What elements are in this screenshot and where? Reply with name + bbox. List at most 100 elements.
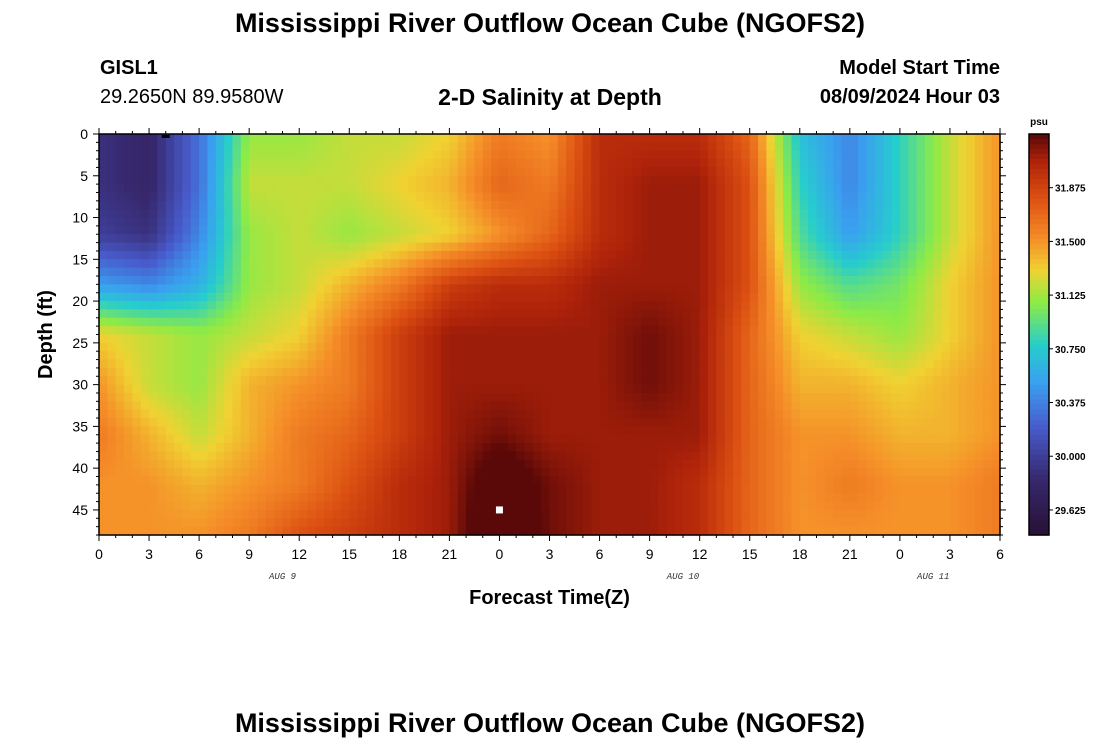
- heatmap-cell: [507, 509, 517, 519]
- heatmap-cell: [991, 200, 1001, 210]
- heatmap-cell: [257, 351, 267, 361]
- heatmap-cell: [566, 367, 576, 377]
- heatmap-cell: [891, 134, 901, 143]
- heatmap-cell: [207, 418, 217, 427]
- heatmap-cell: [916, 342, 926, 352]
- heatmap-cell: [924, 150, 934, 160]
- heatmap-cell: [115, 484, 125, 494]
- heatmap-cell: [682, 276, 692, 285]
- heatmap-cell: [691, 334, 701, 344]
- heatmap-cell: [182, 200, 192, 210]
- heatmap-cell: [299, 150, 309, 160]
- heatmap-cell: [666, 259, 676, 269]
- heatmap-cell: [641, 342, 651, 352]
- heatmap-cell: [933, 426, 943, 436]
- heatmap-cell: [424, 301, 434, 311]
- heatmap-cell: [174, 217, 184, 227]
- heatmap-cell: [182, 217, 192, 227]
- heatmap-cell: [908, 159, 918, 169]
- heatmap-cell: [632, 217, 642, 227]
- heatmap-cell: [115, 401, 125, 411]
- heatmap-cell: [315, 476, 325, 486]
- heatmap-cell: [182, 334, 192, 344]
- heatmap-cell: [499, 359, 509, 369]
- heatmap-cell: [190, 142, 200, 152]
- heatmap-cell: [699, 192, 709, 202]
- heatmap-cell: [566, 326, 576, 336]
- heatmap-cell: [149, 234, 158, 244]
- heatmap-cell: [557, 301, 567, 311]
- heatmap-cell: [207, 367, 217, 377]
- heatmap-cell: [315, 351, 325, 361]
- heatmap-cell: [708, 476, 717, 486]
- heatmap-cell: [666, 392, 676, 402]
- heatmap-cell: [632, 142, 642, 152]
- heatmap-cell: [866, 418, 876, 427]
- heatmap-cell: [290, 468, 300, 478]
- heatmap-cell: [466, 234, 476, 244]
- heatmap-cell: [766, 376, 776, 386]
- heatmap-cell: [816, 376, 826, 386]
- heatmap-cell: [374, 359, 384, 369]
- heatmap-cell: [107, 309, 117, 319]
- heatmap-cell: [274, 342, 284, 352]
- heatmap-cell: [941, 501, 951, 511]
- heatmap-cell: [499, 384, 509, 394]
- heatmap-cell: [808, 384, 818, 394]
- heatmap-cell: [966, 209, 976, 219]
- heatmap-cell: [883, 509, 893, 519]
- heatmap-cell: [624, 217, 634, 227]
- heatmap-cell: [566, 142, 576, 152]
- heatmap-cell: [924, 250, 934, 260]
- heatmap-cell: [224, 434, 234, 444]
- heatmap-cell: [949, 376, 959, 386]
- heatmap-cell: [199, 501, 209, 511]
- heatmap-cell: [941, 267, 951, 277]
- heatmap-cell: [524, 192, 534, 202]
- heatmap-cell: [474, 200, 484, 210]
- heatmap-cell: [457, 142, 467, 152]
- heatmap-cell: [332, 484, 342, 494]
- heatmap-cell: [724, 150, 734, 160]
- heatmap-cell: [641, 267, 651, 277]
- heatmap-cell: [507, 175, 517, 185]
- heatmap-cell: [916, 134, 926, 143]
- heatmap-cell: [741, 501, 751, 511]
- heatmap-cell: [132, 317, 142, 327]
- heatmap-cell: [557, 167, 567, 177]
- heatmap-cell: [816, 434, 826, 444]
- heatmap-cell: [949, 493, 959, 503]
- heatmap-cell: [991, 225, 1001, 235]
- heatmap-cell: [265, 359, 275, 369]
- heatmap-cell: [416, 326, 425, 336]
- heatmap-cell: [974, 209, 984, 219]
- heatmap-cell: [833, 142, 843, 152]
- heatmap-cell: [432, 292, 442, 302]
- heatmap-cell: [174, 426, 184, 436]
- heatmap-cell: [240, 167, 250, 177]
- heatmap-cell: [966, 376, 976, 386]
- heatmap-cell: [365, 276, 375, 285]
- heatmap-cell: [491, 443, 501, 453]
- heatmap-cell: [140, 142, 150, 152]
- heatmap-cell: [274, 426, 284, 436]
- heatmap-cell: [799, 301, 809, 311]
- heatmap-cell: [299, 142, 309, 152]
- heatmap-cell: [783, 468, 793, 478]
- heatmap-cell: [399, 459, 409, 469]
- heatmap-cell: [432, 409, 442, 419]
- heatmap-cell: [641, 509, 651, 519]
- heatmap-cell: [257, 184, 267, 194]
- heatmap-cell: [858, 468, 868, 478]
- heatmap-cell: [374, 267, 384, 277]
- heatmap-cell: [240, 484, 250, 494]
- heatmap-cell: [215, 493, 225, 503]
- heatmap-cell: [332, 501, 342, 511]
- heatmap-cell: [374, 159, 384, 169]
- heatmap-cell: [349, 217, 359, 227]
- heatmap-cell: [441, 317, 450, 327]
- heatmap-cell: [766, 392, 776, 402]
- heatmap-cell: [858, 459, 868, 469]
- heatmap-cell: [933, 484, 943, 494]
- heatmap-cell: [766, 484, 776, 494]
